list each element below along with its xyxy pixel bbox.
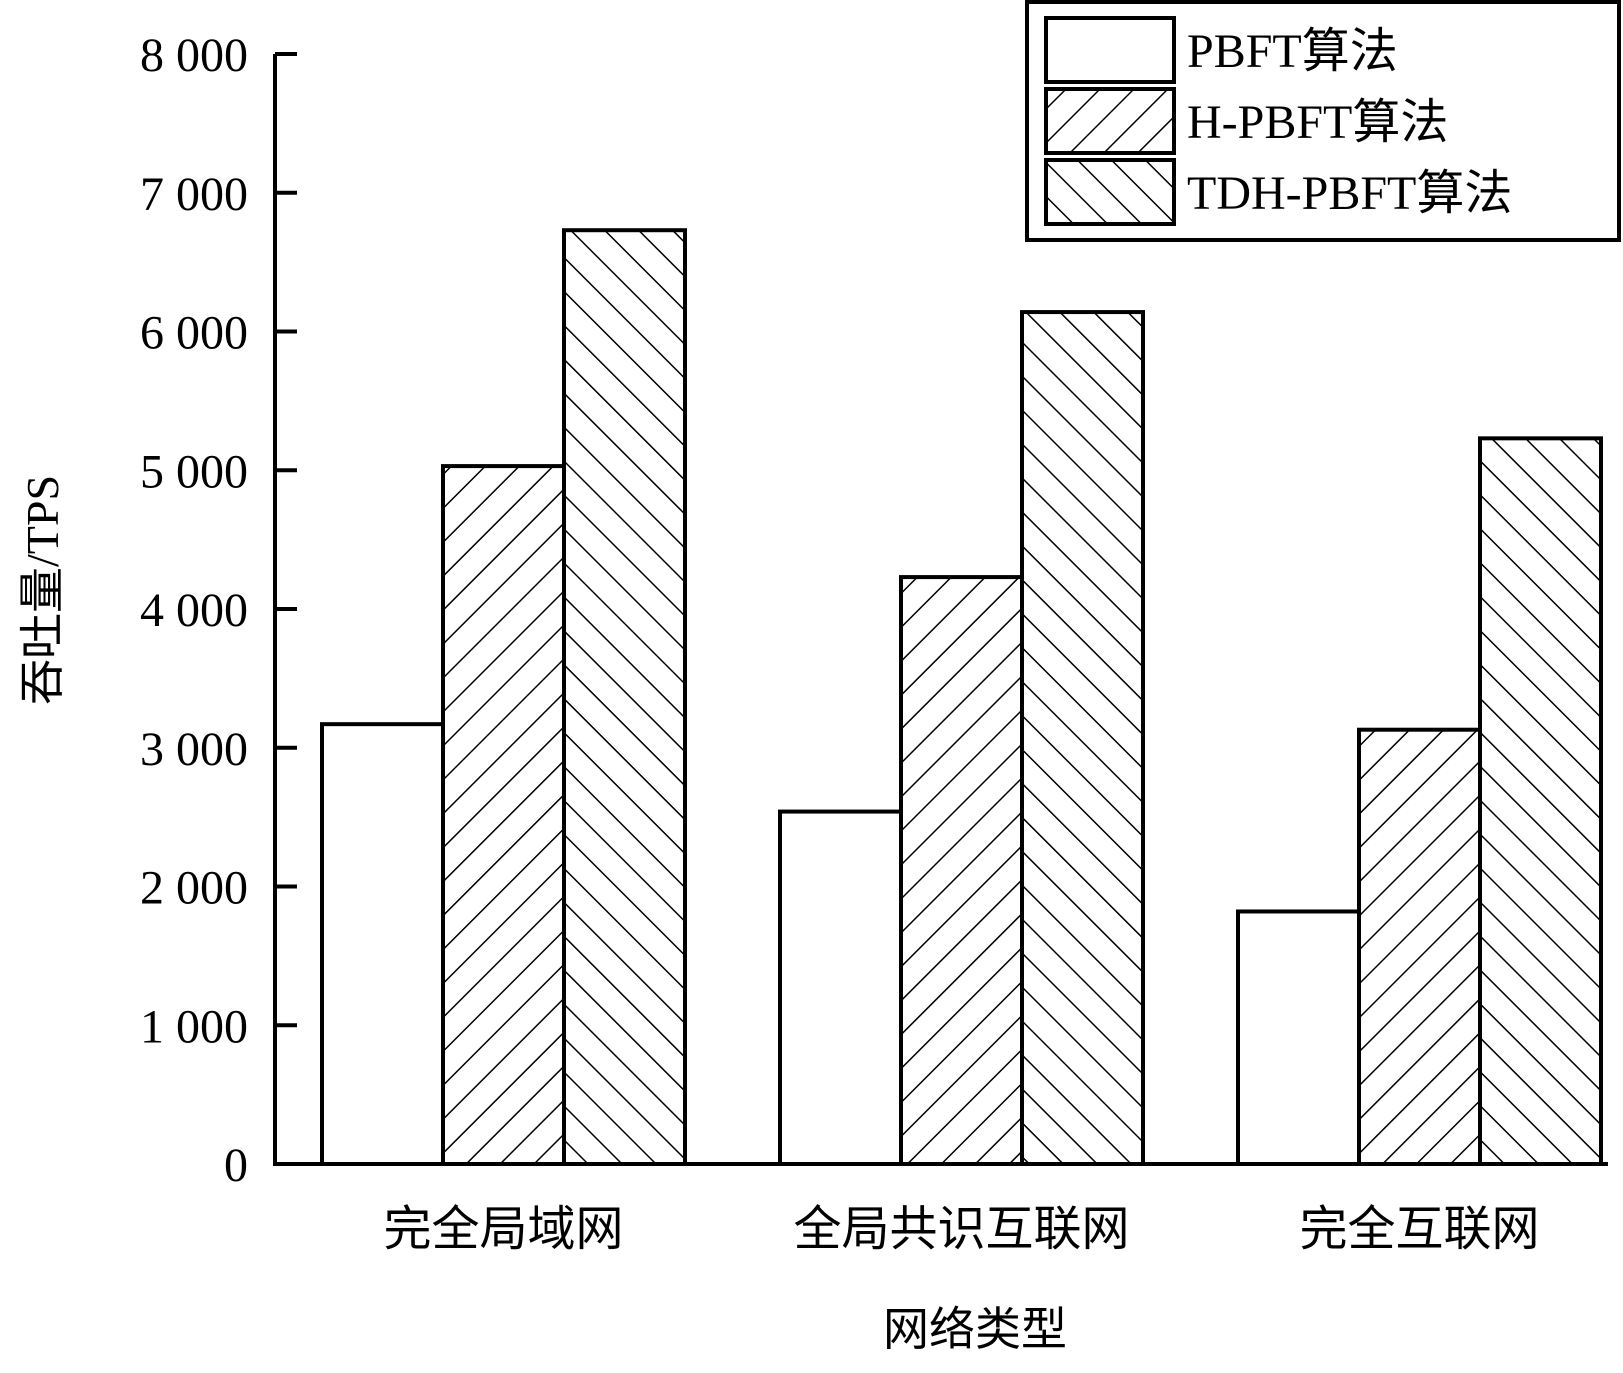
x-tick-label: 完全局域网: [383, 1203, 623, 1256]
legend-swatch: [1044, 158, 1176, 226]
y-tick-label: 2 000: [140, 862, 248, 915]
legend: PBFT算法 H-PBFT算法 TDH-PBFT算法: [1025, 0, 1621, 242]
bar-2-3: [1357, 727, 1482, 1167]
x-tick-label: 全局共识互联网: [793, 1203, 1129, 1256]
bar-3-1: [562, 228, 687, 1166]
x-tick-label: 完全互联网: [1299, 1203, 1539, 1256]
y-tick-label: 4 000: [140, 584, 248, 637]
y-tick-label: 1 000: [140, 1000, 248, 1053]
bar-1-1: [320, 722, 445, 1166]
y-tick-label: 8 000: [140, 29, 248, 82]
y-tick-label: 0: [224, 1139, 248, 1192]
bar-1-2: [778, 809, 903, 1166]
legend-label: H-PBFT算法: [1187, 96, 1448, 149]
bar-1-3: [1236, 909, 1361, 1166]
bar-3-3: [1478, 436, 1603, 1166]
y-tick-label: 5 000: [140, 445, 248, 498]
axes-layer: 0 1 000 2 000 3 000 4 000 5 000 6 000 7 000 8 00…: [140, 29, 1608, 1192]
legend-swatch: [1044, 87, 1176, 155]
y-tick-label: 6 000: [140, 307, 248, 360]
bar-2-2: [899, 575, 1024, 1166]
x-axis-label: 网络类型: [883, 1304, 1067, 1355]
legend-label: PBFT算法: [1187, 25, 1398, 78]
y-tick-label: 7 000: [140, 168, 248, 221]
bar-3-2: [1020, 310, 1145, 1166]
legend-swatch: [1044, 16, 1176, 84]
bars-layer: 完全局域网 全局共识互联网 完全互联网: [320, 228, 1603, 1256]
bar-2-1: [441, 464, 566, 1166]
y-tick-label: 3 000: [140, 723, 248, 776]
y-axis-label: 吞吐量/TPS: [17, 475, 68, 705]
legend-label: TDH-PBFT算法: [1187, 167, 1512, 220]
